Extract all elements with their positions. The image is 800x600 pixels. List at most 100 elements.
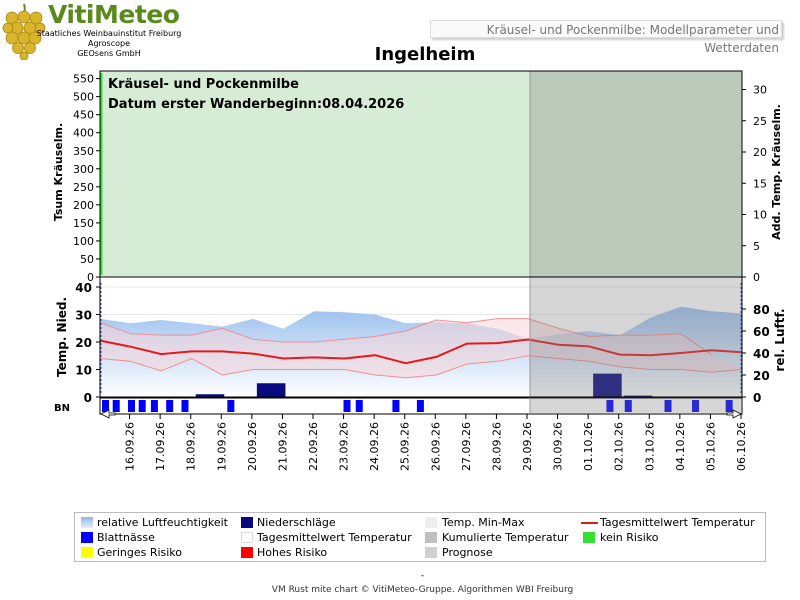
leaf-wetness-mark: [392, 400, 400, 412]
station-title: Ingelheim: [374, 44, 476, 65]
lower-left-tick-label: 20: [75, 336, 92, 350]
leaf-wetness-mark: [624, 400, 632, 412]
upper-left-tick-label: 200: [73, 199, 94, 212]
upper-left-tick-label: 50: [80, 253, 94, 266]
upper-left-tick-label: 300: [73, 163, 94, 176]
scroll-right-arrow-icon: [726, 409, 742, 419]
x-tick-label: 25.09.26: [399, 422, 412, 471]
temp-mean-line: [99, 338, 743, 365]
org-line-2: Agroscope: [87, 39, 131, 48]
lower-ylabel-left: Temp. Nied.: [55, 297, 69, 377]
x-tick-label: 27.09.26: [460, 422, 473, 471]
precip-bar: [593, 373, 622, 397]
x-tick-label: 23.09.26: [338, 422, 351, 471]
legend-item-temp-mean: Tagesmittelwert Temperatur: [600, 516, 755, 529]
upper-ylabel-right: Add. Temp. Kräuselm.: [770, 104, 783, 240]
lower-left-tick-label: 10: [75, 364, 92, 378]
lower-right-tick-label: 80: [753, 303, 770, 317]
leaf-wetness-mark: [343, 400, 351, 412]
upper-right-tick-label: 25: [753, 115, 767, 128]
leaf-wetness-mark: [692, 400, 700, 412]
lower-frame: [99, 276, 743, 398]
upper-right-tick-label: 30: [753, 84, 767, 97]
legend-item-cum-temp: Kumulierte Temperatur: [442, 531, 569, 544]
org-line-3: GEOsens GmbH: [77, 49, 141, 58]
leaf-wetness-mark: [166, 400, 174, 412]
legend-swatch-cum-temp: [425, 532, 437, 543]
x-tick-label: 05.10.26: [704, 422, 717, 471]
logo-title: VitiMeteo: [48, 0, 180, 29]
bn-label: BN: [54, 403, 70, 414]
x-tick-label: 21.09.26: [276, 422, 289, 471]
temp-min-line: [99, 355, 743, 379]
chart-area: 5505004504003503002502001501005003025201…: [52, 70, 787, 471]
upper-left-tick-label: 400: [73, 127, 94, 140]
leaf-wetness-mark: [127, 400, 135, 412]
legend-swatch-leaf-wetness: [81, 532, 93, 543]
upper-right-tick-label: 5: [753, 240, 760, 253]
precip-bar: [256, 383, 286, 397]
legend-swatch-temp-mean-line: [581, 522, 598, 524]
leaf-wetness-strip: BN: [54, 397, 743, 415]
x-tick-label: 06.10.26: [735, 422, 748, 471]
x-tick-label: 02.10.26: [613, 422, 626, 471]
leaf-wetness-mark: [102, 400, 109, 412]
legend-swatch-low-risk: [81, 547, 93, 558]
x-tick-label: 16.09.26: [124, 422, 137, 471]
leaf-wetness-mark: [181, 400, 189, 412]
upper-left-tick-label: 100: [73, 235, 94, 248]
legend-swatch-temp-minmax: [425, 517, 437, 528]
legend: relative Luftfeuchtigkeit Niederschläge …: [74, 512, 766, 562]
precip-bar: [623, 395, 653, 397]
temp-max-line: [99, 318, 712, 355]
chart-subtitle: Kräusel- und Pockenmilbe: Modellparamete…: [430, 20, 782, 55]
leaf-wetness-mark: [150, 400, 158, 412]
lower-right-tick-label: 40: [753, 347, 770, 361]
legend-swatch-high-risk: [241, 547, 253, 558]
org-line-1: Staatliches Weinbauinstitut Freiburg: [36, 29, 182, 38]
x-tick-label: 01.10.26: [582, 422, 595, 471]
lower-right-tick-label: 0: [753, 391, 761, 405]
upper-panel: 5505004504003503002502001501005003025201…: [73, 71, 767, 284]
leaf-wetness-mark: [355, 400, 363, 412]
leaf-wetness-mark: [227, 400, 235, 412]
legend-swatch-temp-mean-white: [241, 532, 253, 543]
legend-item-temp-mean-2: Tagesmittelwert Temperatur: [257, 531, 412, 544]
upper-left-tick-label: 150: [73, 217, 94, 230]
annotation-date: Datum erster Wanderbeginn:08.04.2026: [108, 97, 404, 112]
lower-left-tick-label: 30: [75, 309, 92, 323]
logo: VitiMeteo Staatliches Weinbauinstitut Fr…: [0, 0, 190, 62]
legend-swatch-forecast: [425, 547, 437, 558]
legend-item-humidity: relative Luftfeuchtigkeit: [97, 516, 228, 529]
footer-credit: VM Rust mite chart © VitiMeteo-Gruppe. A…: [271, 585, 574, 595]
upper-left-tick-label: 250: [73, 181, 94, 194]
lower-left-tick-label: 0: [84, 391, 92, 405]
leaf-wetness-mark: [725, 400, 733, 412]
legend-swatch-no-risk: [583, 532, 595, 543]
upper-right-tick-label: 0: [753, 271, 760, 284]
upper-ylabel-left: Tsum Kräuselm.: [52, 123, 65, 221]
temp-minmax-band: [100, 318, 742, 378]
leaf-wetness-mark: [606, 400, 614, 412]
leaf-wetness-mark: [664, 400, 672, 412]
footer-dash: -: [420, 571, 425, 581]
upper-right-tick-label: 15: [753, 177, 767, 190]
x-tick-label: 26.09.26: [429, 422, 442, 471]
leaf-wetness-mark: [138, 400, 146, 412]
upper-right-tick-label: 20: [753, 146, 767, 159]
precip-bar: [195, 394, 225, 397]
x-tick-label: 29.09.26: [521, 422, 534, 471]
legend-item-high-risk: Hohes Risiko: [257, 546, 328, 559]
legend-item-leaf-wetness: Blattnässe: [97, 531, 155, 544]
x-tick-label: 28.09.26: [490, 422, 503, 471]
legend-swatch-humidity: [81, 517, 93, 528]
x-tick-label: 04.10.26: [674, 422, 687, 471]
lower-right-tick-label: 60: [753, 325, 770, 339]
x-tick-label: 22.09.26: [307, 422, 320, 471]
x-tick-label: 03.10.26: [643, 422, 656, 471]
x-axis: 16.09.26 17.09.26 18.09.26 19.09.26 20.09.26…: [124, 414, 748, 471]
upper-right-tick-label: 10: [753, 209, 767, 222]
x-tick-label: 18.09.26: [185, 422, 198, 471]
grape-icon: [2, 3, 46, 60]
